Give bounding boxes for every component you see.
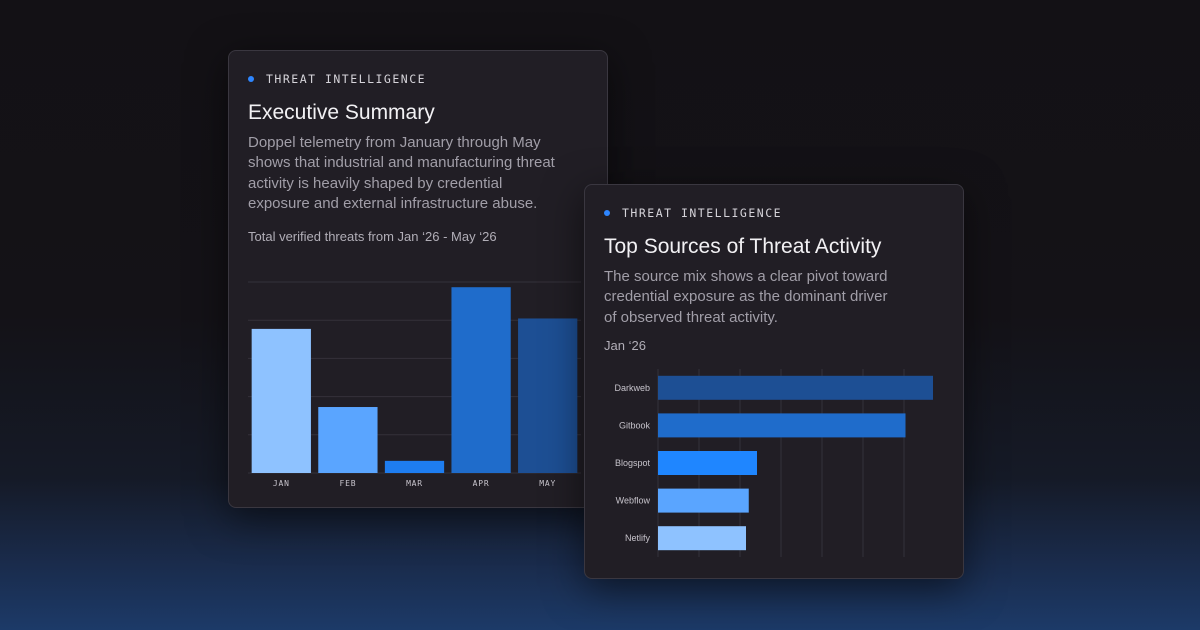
- bar-netlify: [658, 526, 746, 551]
- tick-label-may: MAY: [539, 479, 556, 488]
- bar-blogspot: [658, 451, 757, 475]
- eyebrow: THREAT INTELLIGENCE: [248, 72, 426, 86]
- tick-label-mar: MAR: [406, 479, 423, 488]
- status-dot-icon: [248, 76, 254, 82]
- top-sources-card: THREAT INTELLIGENCE Top Sources of Threa…: [584, 184, 964, 579]
- bar-apr: [451, 287, 511, 473]
- tick-label-netlify: Netlify: [625, 533, 651, 543]
- bar-webflow: [658, 488, 749, 513]
- eyebrow-label: THREAT INTELLIGENCE: [622, 206, 783, 220]
- bar-jan: [251, 328, 311, 473]
- chart-subtitle: Total verified threats from Jan ‘26 - Ma…: [248, 229, 497, 244]
- tick-label-darkweb: Darkweb: [614, 383, 650, 393]
- executive-summary-card: THREAT INTELLIGENCE Executive Summary Do…: [228, 50, 608, 508]
- tick-label-blogspot: Blogspot: [615, 458, 651, 468]
- eyebrow-label: THREAT INTELLIGENCE: [266, 72, 427, 86]
- threat-sources-bar-chart: Darkweb Gitbook Blogspot Webflow Netlify: [614, 369, 933, 557]
- chart-subtitle: Jan ‘26: [604, 338, 646, 353]
- bar-feb: [318, 407, 378, 473]
- card-description: Doppel telemetry from January through Ma…: [248, 134, 555, 212]
- tick-label-feb: FEB: [339, 479, 356, 488]
- eyebrow: THREAT INTELLIGENCE: [604, 206, 782, 220]
- status-dot-icon: [604, 210, 610, 216]
- tick-label-apr: APR: [473, 479, 490, 488]
- bar-mar: [384, 460, 445, 473]
- card-description: The source mix shows a clear pivot towar…: [604, 268, 888, 326]
- monthly-threats-bar-chart: JAN FEB MAR APR MAY: [248, 281, 581, 488]
- card-title: Executive Summary: [248, 101, 435, 124]
- tick-label-gitbook: Gitbook: [619, 420, 651, 430]
- bar-may: [518, 318, 578, 473]
- bar-gitbook: [658, 413, 906, 438]
- tick-label-webflow: Webflow: [616, 496, 651, 506]
- bar-darkweb: [658, 375, 933, 400]
- tick-label-jan: JAN: [273, 479, 290, 488]
- card-title: Top Sources of Threat Activity: [604, 235, 882, 258]
